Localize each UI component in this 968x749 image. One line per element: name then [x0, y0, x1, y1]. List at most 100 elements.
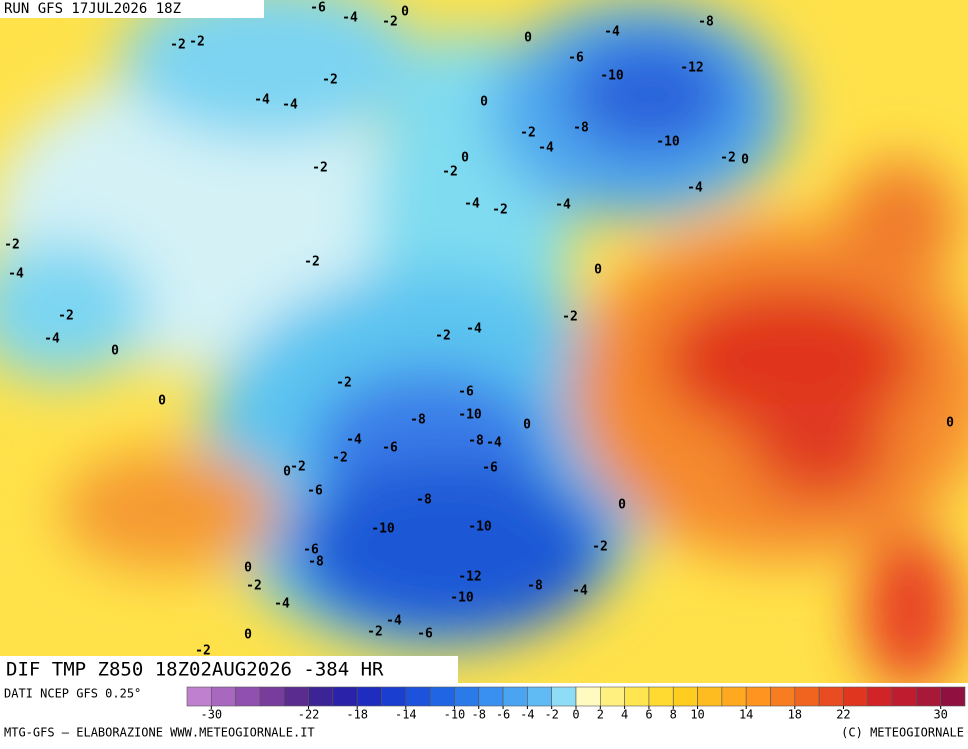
colorbar-swatch: [235, 686, 261, 707]
contour-label: 0: [244, 628, 252, 643]
colorbar-tick-label: 14: [739, 708, 753, 722]
contour-label: 0: [480, 95, 488, 110]
contour-label: -2: [367, 625, 383, 640]
colorbar-tick-label: -8: [472, 708, 486, 722]
contour-label: -10: [600, 69, 624, 84]
contour-label: -2: [170, 38, 186, 53]
contour-label: -4: [604, 25, 620, 40]
colorbar-swatch: [843, 686, 869, 707]
contour-label: -6: [307, 484, 323, 499]
contour-label: -6: [568, 51, 584, 66]
colorbar-tick-label: 2: [597, 708, 604, 722]
contour-label: -4: [8, 267, 24, 282]
contour-label: -10: [458, 408, 482, 423]
contour-label: 0: [283, 465, 291, 480]
contour-label: 0: [594, 263, 602, 278]
colorbar-swatch: [721, 686, 747, 707]
colorbar-swatch: [502, 686, 528, 707]
contour-label: -4: [44, 332, 60, 347]
colorbar-tick-label: -30: [200, 708, 222, 722]
contour-label: -6: [303, 543, 319, 558]
colorbar-tick-label: -2: [544, 708, 558, 722]
contour-label: -10: [371, 522, 395, 537]
run-box: [0, 0, 264, 18]
colorbar-swatch: [308, 686, 334, 707]
colorbar-tick-label: 22: [836, 708, 850, 722]
contour-label: -10: [450, 591, 474, 606]
contour-label: 0: [618, 498, 626, 513]
colorbar-tick-label: 8: [670, 708, 677, 722]
contour-label: -4: [464, 197, 480, 212]
contour-label: -2: [322, 73, 338, 88]
contour-label: 0: [524, 31, 532, 46]
contour-label: -2: [520, 126, 536, 141]
contour-label: -4: [572, 584, 588, 599]
contour-label: -2: [336, 376, 352, 391]
contour-label: -6: [382, 441, 398, 456]
colorbar-swatch: [770, 686, 796, 707]
colorbar-swatch: [527, 686, 552, 707]
contour-label: 0: [741, 153, 749, 168]
map-field: [0, 0, 968, 683]
contour-label: -4: [555, 198, 571, 213]
map-title: DIF TMP Z850 18Z02AUG2026 -384 HR: [6, 659, 384, 681]
contour-label: -8: [527, 579, 543, 594]
contour-label: -8: [416, 493, 432, 508]
colorbar-tick-label: 6: [645, 708, 652, 722]
colorbar-tick-label: -4: [520, 708, 534, 722]
contour-label: -4: [342, 11, 358, 26]
contour-label: -2: [312, 161, 328, 176]
colorbar-tick-label: -10: [444, 708, 466, 722]
contour-label: -4: [254, 93, 270, 108]
contour-label: -4: [466, 322, 482, 337]
colorbar-swatch: [405, 686, 431, 707]
contour-label: -4: [687, 181, 703, 196]
colorbar-swatch: [575, 686, 601, 707]
contour-label: -2: [720, 151, 736, 166]
contour-label: -2: [58, 309, 74, 324]
contour-label: -2: [290, 460, 306, 475]
run-label: RUN GFS 17JUL2026 18Z: [4, 1, 181, 17]
colorbar-tick-label: 4: [621, 708, 628, 722]
colorbar-tick-label: 18: [788, 708, 802, 722]
contour-label: -4: [486, 436, 502, 451]
colorbar-swatch: [186, 686, 212, 707]
colorbar-swatch: [648, 686, 674, 707]
contour-label: 0: [946, 416, 954, 431]
colorbar-tick-label: -14: [395, 708, 417, 722]
credit: MTG-GFS — ELABORAZIONE WWW.METEOGIORNALE…: [4, 726, 315, 740]
colorbar-swatch: [381, 686, 407, 707]
contour-label: -2: [442, 165, 458, 180]
contour-label: 0: [401, 5, 409, 20]
contour-label: -8: [468, 434, 484, 449]
contour-label: 0: [111, 344, 119, 359]
colorbar-swatch: [356, 686, 382, 707]
title-box: [0, 656, 458, 683]
contour-label: -8: [308, 555, 324, 570]
colorbar-swatch: [916, 686, 941, 707]
contour-label: -6: [482, 461, 498, 476]
contour-label: 0: [461, 151, 469, 166]
contour-label: -2: [592, 540, 608, 555]
contour-label: -2: [195, 644, 211, 659]
colorbar-swatch: [867, 686, 893, 707]
contour-label: -4: [386, 614, 402, 629]
contour-label: -2: [435, 329, 451, 344]
colorbar-swatch: [672, 686, 698, 707]
contour-label: -2: [492, 203, 508, 218]
contour-label: 0: [523, 418, 531, 433]
colorbar-swatch: [794, 686, 820, 707]
contour-label: -6: [417, 627, 433, 642]
contour-label: -4: [346, 433, 362, 448]
contour-label: -2: [332, 451, 348, 466]
contour-label: -4: [538, 141, 554, 156]
colorbar-swatch: [551, 686, 577, 707]
contour-label: -2: [304, 255, 320, 270]
colorbar-swatch: [624, 686, 650, 707]
colorbar-swatch: [211, 686, 236, 707]
contour-label: 0: [158, 394, 166, 409]
contour-label: -2: [246, 579, 262, 594]
contour-label: 0: [244, 561, 252, 576]
colorbar-swatch: [600, 686, 625, 707]
